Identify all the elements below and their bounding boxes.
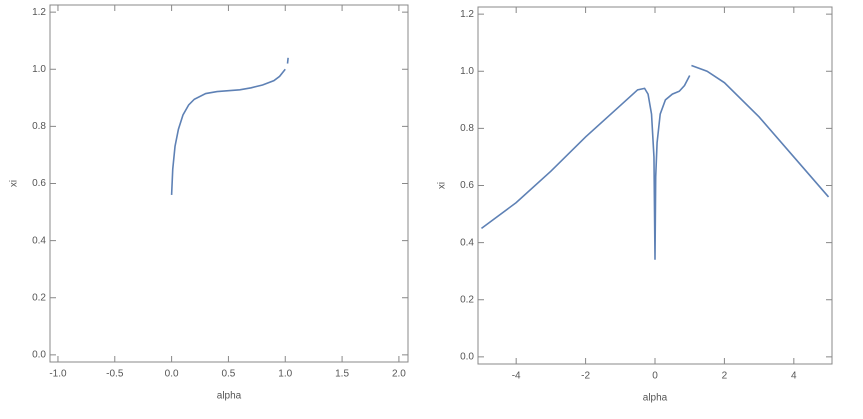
y-tick-label: 0.2 <box>32 292 46 303</box>
y-tick-label: 1.2 <box>460 9 474 20</box>
y-tick-label: 0.6 <box>32 178 46 189</box>
x-tick-label: 4 <box>791 371 797 382</box>
y-tick-label: 0.8 <box>460 123 474 134</box>
y-tick-label: 1.2 <box>32 7 46 18</box>
x-tick-label: 1.0 <box>278 369 292 380</box>
y-tick-label: 1.0 <box>32 64 46 75</box>
data-line <box>170 57 289 195</box>
plot-frame <box>49 4 409 363</box>
x-tick-label: -0.5 <box>106 369 124 380</box>
x-tick-label: -1.0 <box>49 369 67 380</box>
y-tick-label: 1.0 <box>460 66 474 77</box>
y-tick-label: 0.4 <box>32 235 46 246</box>
x-tick-label: 1.5 <box>335 369 349 380</box>
y-axis-label: xi <box>9 180 20 187</box>
x-tick-label: 0.0 <box>165 369 179 380</box>
y-tick-label: 0.2 <box>460 294 474 305</box>
x-tick-label: -2 <box>581 371 590 382</box>
y-axis-label: xi <box>437 182 448 189</box>
x-tick-label: 0.5 <box>221 369 235 380</box>
data-line <box>480 64 830 260</box>
y-tick-label: 0.6 <box>460 180 474 191</box>
x-axis-label: alpha <box>217 391 242 402</box>
x-axis-label: alpha <box>643 393 668 404</box>
x-tick-label: 2.0 <box>392 369 406 380</box>
x-tick-label: -4 <box>512 371 521 382</box>
y-tick-label: 0.0 <box>460 352 474 363</box>
y-tick-label: 0.8 <box>32 121 46 132</box>
x-tick-label: 0 <box>652 371 658 382</box>
y-tick-label: 0.0 <box>32 350 46 361</box>
y-tick-label: 0.4 <box>460 237 474 248</box>
x-tick-label: 2 <box>722 371 728 382</box>
